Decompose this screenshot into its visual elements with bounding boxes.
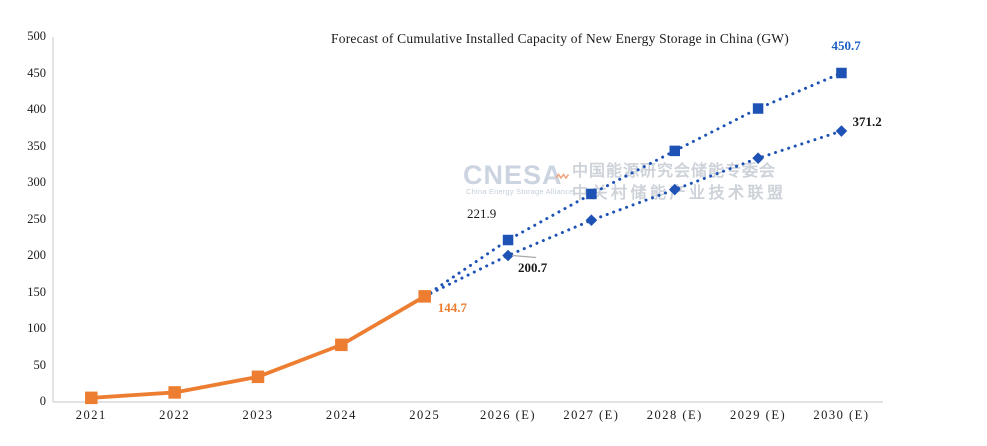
historical-installed-marker [418, 290, 431, 303]
y-axis-labels: 0 50 100 150 200 250 300 350 400 450 500 [0, 0, 46, 446]
series-forecast-ideal-scenario-line [423, 71, 843, 298]
y-tick-label: 400 [27, 102, 46, 116]
forecast-ideal-scenario-marker [669, 145, 680, 157]
x-tick-label: 2027 (E) [563, 408, 620, 422]
historical-installed-marker [168, 386, 181, 399]
data-label: 450.7 [831, 37, 861, 53]
x-tick-label: 2029 (E) [730, 408, 787, 422]
x-tick-label: 2024 [325, 408, 357, 422]
forecast-ideal-scenario-marker [836, 67, 847, 79]
x-axis-labels: 2021 2022 2023 2024 2025 2026 (E) 2027 (E) 2028… [0, 408, 987, 430]
x-tick-label: 2030 (E) [813, 408, 870, 422]
data-label: 221.9 [467, 206, 497, 221]
y-tick-label: 350 [27, 138, 46, 153]
y-tick-label: 250 [27, 211, 46, 226]
historical-installed-marker [335, 338, 348, 352]
forecast-conservative-scenario-marker [668, 183, 681, 196]
forecast-conservative-scenario-marker [502, 249, 514, 262]
series-forecast-conservative-scenario-line [423, 129, 843, 298]
data-label: 200.7 [518, 260, 548, 276]
forecast-conservative-scenario-marker [585, 214, 598, 227]
chart-title: Forecast of Cumulative Installed Capacit… [331, 31, 789, 46]
y-tick-label: 300 [27, 175, 46, 189]
forecast-ideal-scenario-marker [586, 188, 597, 200]
y-tick-label: 100 [27, 321, 46, 335]
y-tick-label: 450 [27, 65, 46, 80]
y-tick-label: 150 [27, 284, 46, 299]
x-tick-label: 2026 (E) [480, 408, 537, 422]
y-tick-label: 50 [33, 357, 47, 372]
historical-installed-marker [85, 391, 98, 405]
x-tick-label: 2021 [75, 408, 107, 422]
forecast-conservative-scenario-marker [752, 152, 764, 164]
y-tick-label: 0 [39, 394, 46, 408]
forecast-conservative-scenario-marker [835, 125, 848, 137]
forecast-ideal-scenario-marker [752, 103, 764, 114]
x-tick-label: 2028 (E) [646, 408, 703, 422]
data-label: 371.2 [852, 114, 882, 130]
data-label-leader-line [511, 254, 537, 259]
y-tick-label: 500 [27, 29, 46, 43]
forecast-ideal-scenario-marker [502, 234, 514, 246]
y-tick-label: 200 [27, 248, 46, 262]
x-tick-label: 2023 [242, 408, 274, 422]
data-label: 144.7 [437, 300, 467, 316]
historical-installed-marker [251, 370, 265, 384]
x-tick-label: 2022 [159, 408, 191, 422]
x-tick-label: 2025 [409, 408, 441, 422]
